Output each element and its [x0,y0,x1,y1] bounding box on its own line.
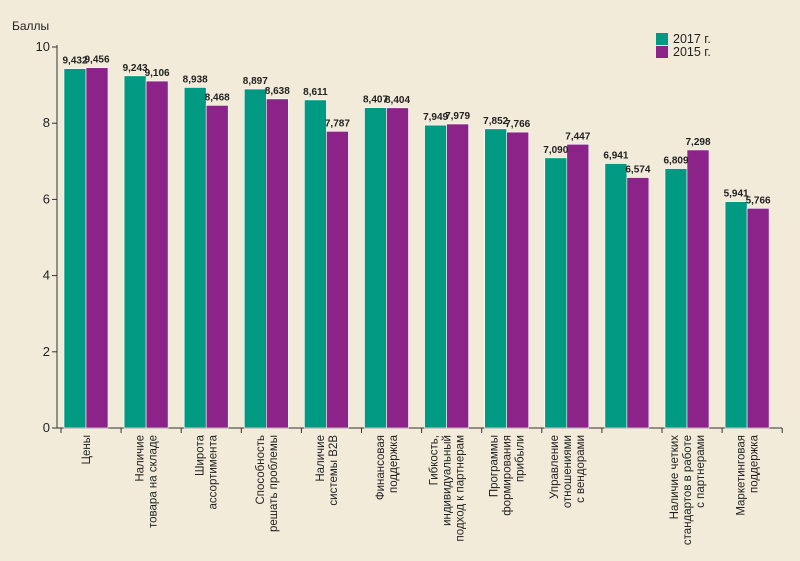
data-label: 8,468 [205,92,230,103]
y-tick-label: 4 [43,268,50,283]
bar-2017 [63,68,87,429]
data-label: 7,090 [543,145,568,156]
data-label: 8,404 [385,95,410,106]
bar-2017 [304,99,327,429]
bar-2017 [424,124,447,429]
category-label: Наличие [135,435,147,482]
legend: 2017 г. 2015 г. [656,32,711,59]
category-label: Управление [549,435,561,499]
category-label: прибыли [515,435,527,482]
data-label: 7,979 [445,111,470,122]
category-label: Гибкость, [429,435,441,485]
category-label: с вендорами [575,435,587,503]
data-label: 9,456 [84,55,109,66]
bar-2017 [544,157,568,429]
data-label: 6,574 [625,165,650,176]
data-label: 7,766 [505,119,530,130]
bar-2015 [446,123,469,429]
category-label: Наличие [315,435,327,482]
data-label: 7,447 [565,131,590,142]
bar-2015 [205,105,229,429]
category-label: стандартов в работе [682,435,694,545]
data-label: 7,787 [325,118,350,129]
category-label: индивидуальный [442,435,454,526]
data-label: 9,243 [123,63,148,74]
data-label: 7,298 [685,137,710,148]
category-label: системы B2B [328,435,340,506]
data-label: 5,941 [724,189,749,200]
bar-2015 [265,98,289,429]
data-label: 7,852 [483,116,508,127]
bar-2017 [604,163,628,429]
category-label: Финансовая [375,435,387,500]
category-label: поддержка [749,434,761,493]
bar-2015 [686,149,710,429]
y-tick-label: 10 [36,39,50,54]
category-label: отношениями [562,435,574,508]
category-label: Широта [195,434,207,476]
data-label: 8,407 [363,95,388,106]
data-label: 8,638 [265,86,290,97]
legend-label-2015: 2015 г. [673,45,711,59]
legend-label-2017: 2017 г. [673,32,711,46]
bar-2015 [85,67,109,429]
data-label: 8,897 [243,76,268,87]
axes: 0 2 4 6 8 10 [36,39,783,435]
category-label: Цены [81,435,93,465]
bar-2017 [664,168,688,429]
data-label: 9,106 [145,68,170,79]
bar-2017 [364,107,387,429]
bar-2015 [746,208,770,429]
category-label: Способность [255,435,267,505]
bar-2017 [724,201,748,429]
data-label: 7,949 [423,112,448,123]
category-label: Наличие четких [669,435,681,520]
bar-2015 [145,80,169,429]
y-axis-label: Баллы [12,19,49,33]
y-tick-label: 6 [43,191,50,206]
category-label: ассортимента [208,434,220,509]
category-label: Программы [489,435,501,497]
data-label: 6,941 [603,151,628,162]
bar-2017 [244,88,267,429]
category-label: подход к партнерам [455,435,467,542]
y-tick-label: 0 [43,420,50,435]
value-labels: 9,432 9,243 8,938 8,897 8,611 8,407 7,949 7,852… [62,55,771,207]
legend-swatch-2015 [656,46,668,58]
category-labels: Цены Наличие товара на складе Широта ассорти… [81,434,761,545]
bar-2015 [386,107,409,429]
category-label: Маркетинговая [736,435,748,516]
category-label: формирования [502,435,514,516]
category-label: поддержка [388,434,400,493]
data-label: 6,809 [663,156,688,167]
category-label: решать проблемы [268,435,280,532]
bar-2017 [183,87,207,429]
bar-2015 [566,143,590,429]
category-label: с партнерами [695,435,707,508]
data-label: 8,938 [183,74,208,85]
bar-2015 [506,131,530,429]
bar-2017 [484,128,508,429]
y-tick-label: 8 [43,115,50,130]
bar-2015 [626,177,650,429]
legend-swatch-2017 [656,33,668,45]
data-label: 9,432 [62,56,87,67]
bar-2017 [123,75,147,429]
category-label: товара на складе [148,435,160,528]
bar-2015 [326,131,349,429]
bars [63,67,770,429]
data-label: 5,766 [746,195,771,206]
data-label: 8,611 [303,87,328,98]
y-tick-label: 2 [43,344,50,359]
